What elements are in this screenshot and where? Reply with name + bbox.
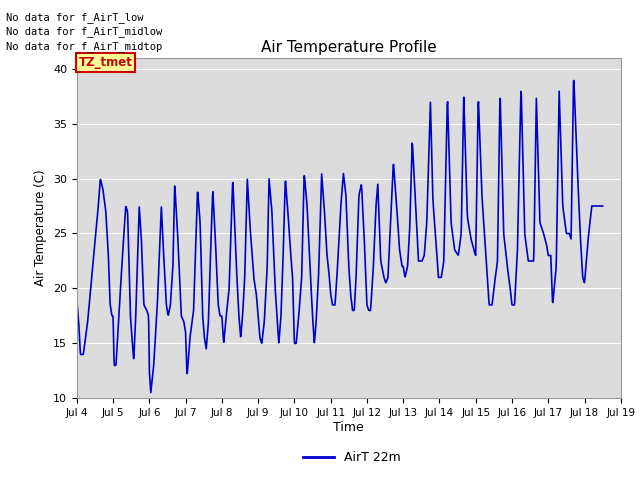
X-axis label: Time: Time (333, 421, 364, 434)
Legend: AirT 22m: AirT 22m (298, 446, 406, 469)
Text: No data for f_AirT_low: No data for f_AirT_low (6, 12, 144, 23)
Text: No data for f_AirT_midtop: No data for f_AirT_midtop (6, 41, 163, 52)
Y-axis label: Air Temperature (C): Air Temperature (C) (35, 170, 47, 286)
Title: Air Temperature Profile: Air Temperature Profile (261, 40, 436, 55)
Text: TZ_tmet: TZ_tmet (79, 56, 132, 70)
Text: No data for f_AirT_midlow: No data for f_AirT_midlow (6, 26, 163, 37)
